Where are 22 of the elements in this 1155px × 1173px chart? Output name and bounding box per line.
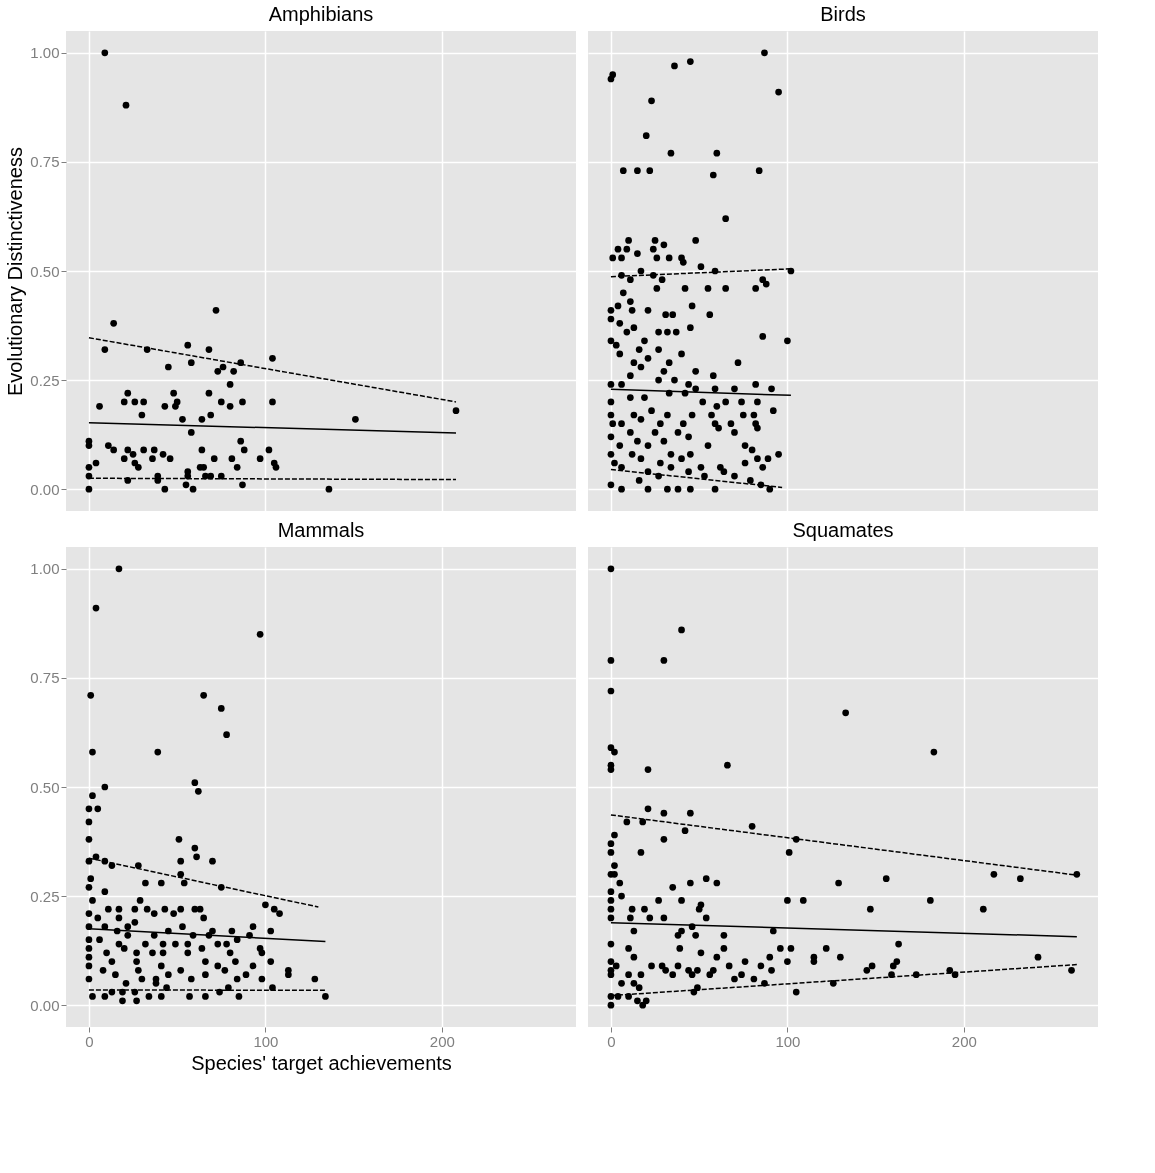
chart-title: Squamates <box>792 519 894 541</box>
y-tick-label: 1.00 <box>30 560 60 578</box>
y-tick-label: 0.00 <box>30 480 60 498</box>
x-axis-title: Species' target achievements <box>191 1051 452 1074</box>
y-tick-label: 0.00 <box>30 996 60 1014</box>
x-tick-label: 100 <box>253 1032 279 1050</box>
y-tick-label: 0.75 <box>30 669 60 687</box>
chart-title: Birds <box>820 3 866 25</box>
x-tick-label: 0 <box>607 1032 616 1050</box>
y-tick-label: 0.50 <box>30 778 60 796</box>
x-tick-label: 0 <box>85 1032 94 1050</box>
x-tick-label: 200 <box>951 1032 977 1050</box>
chart-title: Amphibians <box>268 3 374 25</box>
y-tick-label: 0.25 <box>30 887 60 905</box>
chart-title: Mammals <box>277 519 365 541</box>
y-axis-title: Evolutionary Distinctiveness <box>4 147 27 396</box>
x-tick-label: 100 <box>775 1032 801 1050</box>
y-tick-label: 0.75 <box>30 153 60 171</box>
x-tick-label: 200 <box>429 1032 455 1050</box>
y-tick-label: 0.50 <box>30 262 60 280</box>
y-tick-label: 1.00 <box>30 44 60 62</box>
y-tick-label: 0.25 <box>30 371 60 389</box>
